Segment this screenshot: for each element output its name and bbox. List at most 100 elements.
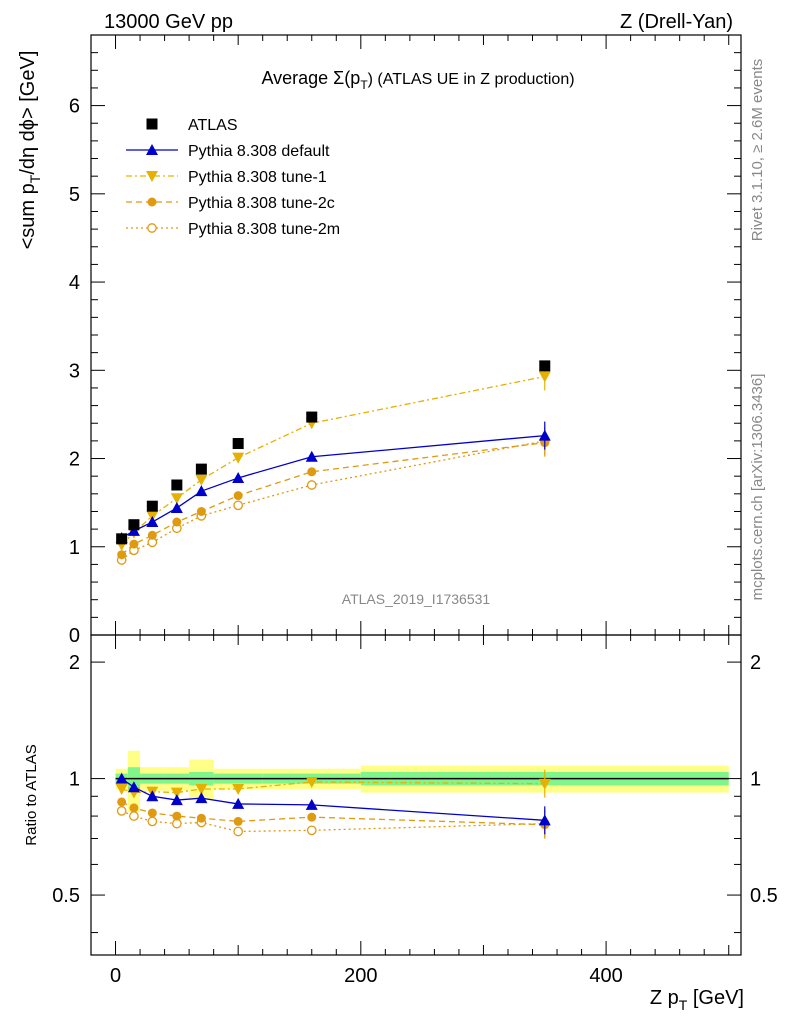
legend-item-atlas: ATLAS	[146, 117, 238, 134]
main-point-default	[538, 429, 551, 441]
main-point-tune2c	[129, 539, 139, 549]
ratio-point-tune1	[115, 783, 128, 795]
main-point-default	[127, 524, 140, 536]
main-point-tune2c	[147, 530, 157, 540]
legend-marker	[147, 223, 157, 233]
main-point-default	[170, 501, 183, 513]
ratio-point-tune2c	[117, 797, 127, 807]
header-left: 13000 GeV pp	[104, 11, 233, 33]
main-y-axis-label: <sum pT/dη dϕ> [GeV]	[17, 51, 43, 250]
main-line-default	[121, 434, 545, 539]
main-point-tune2c	[196, 506, 206, 516]
legend-marker	[146, 144, 158, 155]
ratio-point-default	[170, 794, 183, 806]
x-tick-label: 200	[344, 965, 377, 987]
main-point-tune2c	[233, 491, 243, 501]
main-y-tick-label: 3	[69, 360, 80, 382]
main-point-tune2c	[117, 550, 127, 560]
main-y-tick-label: 6	[69, 96, 80, 118]
ratio-point-tune2m	[116, 806, 127, 816]
ratio-point-default	[115, 772, 128, 784]
legend-item-tune2m: Pythia 8.308 tune-2m	[126, 221, 340, 238]
ratio-point-default	[538, 814, 551, 826]
ratio-point-tune2c	[147, 808, 157, 818]
legend-label: Pythia 8.308 tune-2c	[188, 195, 335, 212]
analysis-watermark: ATLAS_2019_I1736531	[342, 591, 491, 607]
ratio-y-axis-label: Ratio to ATLAS	[23, 744, 40, 845]
main-point-atlas	[128, 519, 140, 531]
ratio-line-tune2m	[121, 810, 545, 833]
legend-item-tune1: Pythia 8.308 tune-1	[126, 169, 327, 186]
ratio-point-tune2m	[147, 816, 158, 827]
main-point-default	[305, 450, 318, 462]
ratio-point-tune2c	[233, 816, 243, 826]
ratio-point-default	[232, 797, 245, 809]
main-line-tune1	[121, 375, 545, 546]
main-y-tick-label: 1	[69, 537, 80, 559]
main-point-default	[195, 485, 208, 497]
main-point-tune1	[538, 371, 551, 383]
legend-marker	[146, 171, 158, 182]
ratio-point-default	[195, 792, 208, 804]
main-point-atlas	[232, 438, 244, 450]
ratio-line-tune2c	[121, 801, 545, 826]
ratio-point-tune2m	[129, 811, 139, 821]
ratio-point-tune2c	[196, 813, 206, 823]
header-right: Z (Drell-Yan)	[620, 11, 733, 33]
ratio-point-tune2c	[129, 803, 139, 813]
ratio-point-tune1	[232, 783, 245, 795]
main-point-tune2c	[307, 467, 317, 477]
main-point-tune1	[232, 452, 245, 464]
ratio-y-tick-label: 0.5	[52, 885, 80, 907]
ratio-point-tune1	[195, 783, 208, 795]
ratio-point-tune2c	[172, 811, 182, 821]
rivet-label: Rivet 3.1.10, ≥ 2.6M events	[749, 59, 766, 242]
x-tick-label: 0	[110, 965, 121, 987]
main-y-tick-label: 0	[69, 625, 80, 647]
ratio-point-default	[127, 781, 140, 793]
main-y-tick-label: 2	[69, 449, 80, 471]
main-point-atlas	[116, 533, 128, 545]
legend-label: ATLAS	[188, 117, 238, 134]
legend-label: Pythia 8.308 default	[188, 143, 330, 160]
legend-label: Pythia 8.308 tune-2m	[188, 221, 340, 238]
ratio-y-tick-label: 1	[69, 769, 80, 791]
legend-marker	[146, 118, 158, 130]
main-line-tune2c	[121, 442, 545, 556]
main-point-tune1	[195, 474, 208, 486]
main-point-atlas	[195, 463, 207, 475]
ratio-point-tune1	[305, 776, 318, 788]
ratio-y-tick-label-right: 1	[750, 769, 761, 791]
ratio-point-tune1	[170, 787, 183, 799]
main-point-default	[146, 516, 159, 528]
ratio-point-tune2c	[307, 812, 317, 822]
main-title: Average Σ(pT) (ATLAS UE in Z production)	[261, 68, 574, 92]
legend-marker	[147, 197, 157, 207]
main-point-tune2m	[233, 500, 244, 511]
main-point-tune1	[170, 493, 183, 505]
legend-item-tune2c: Pythia 8.308 tune-2c	[126, 195, 335, 212]
ratio-y-tick-label-right: 0.5	[750, 885, 778, 907]
main-y-tick-label: 5	[69, 184, 80, 206]
x-tick-label: 400	[589, 965, 622, 987]
ratio-point-tune1	[538, 778, 551, 790]
main-point-atlas	[146, 500, 158, 512]
main-point-default	[232, 471, 245, 483]
main-line-tune2m	[121, 440, 545, 561]
main-point-tune2m	[306, 480, 317, 490]
legend-item-default: Pythia 8.308 default	[126, 143, 330, 160]
main-point-atlas	[171, 479, 183, 491]
x-axis-label: Z pT [GeV]	[650, 987, 744, 1013]
ratio-point-tune2m	[171, 818, 182, 829]
main-point-atlas	[539, 360, 551, 372]
ratio-point-tune2m	[233, 826, 244, 837]
ratio-point-tune2m	[306, 825, 317, 836]
mcplots-label: mcplots.cern.ch [arXiv:1306.3436]	[749, 374, 766, 601]
ratio-plot-frame	[90, 634, 742, 956]
main-y-tick-label: 4	[69, 272, 80, 294]
ratio-y-tick-label-right: 2	[750, 652, 761, 674]
legend-label: Pythia 8.308 tune-1	[188, 169, 327, 186]
ratio-point-default	[305, 798, 318, 810]
main-point-atlas	[306, 411, 318, 423]
